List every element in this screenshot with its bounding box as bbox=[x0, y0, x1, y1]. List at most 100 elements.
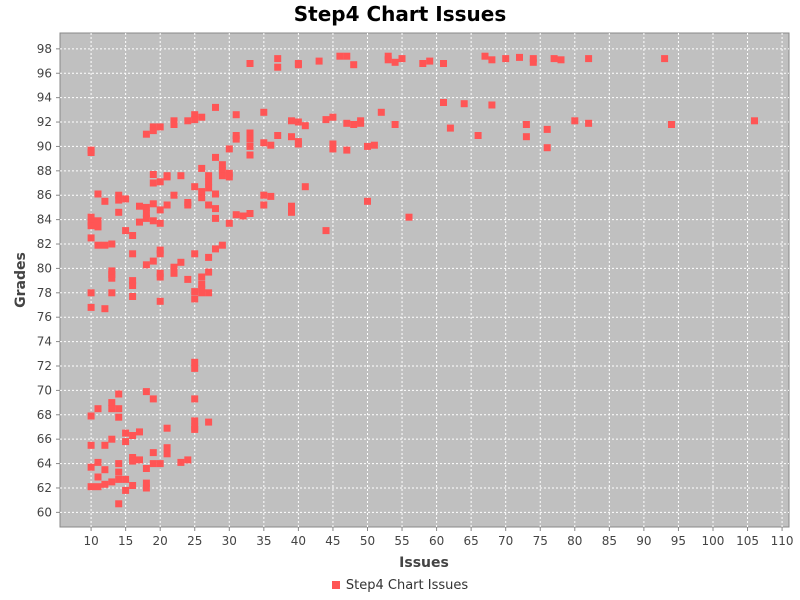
data-point bbox=[149, 257, 157, 265]
data-point bbox=[129, 457, 137, 465]
data-point bbox=[246, 135, 254, 143]
x-tick-label: 50 bbox=[360, 534, 375, 548]
data-point bbox=[364, 197, 371, 205]
data-point bbox=[661, 55, 669, 63]
data-point bbox=[108, 399, 116, 407]
data-point bbox=[142, 203, 150, 211]
data-point bbox=[205, 268, 213, 276]
x-tick-label: 100 bbox=[702, 534, 725, 548]
data-point bbox=[294, 140, 302, 148]
data-point bbox=[446, 124, 454, 132]
y-tick-label: 82 bbox=[37, 237, 52, 251]
data-point bbox=[585, 55, 593, 63]
y-tick-label: 86 bbox=[37, 188, 52, 202]
data-point bbox=[364, 142, 371, 150]
y-tick-label: 66 bbox=[37, 432, 52, 446]
data-point bbox=[101, 241, 109, 249]
data-point bbox=[142, 484, 150, 492]
data-point bbox=[94, 190, 102, 198]
data-point bbox=[516, 53, 523, 61]
data-point bbox=[87, 289, 95, 297]
data-point bbox=[260, 108, 268, 116]
data-point bbox=[267, 192, 275, 200]
data-point bbox=[239, 212, 247, 220]
data-point bbox=[246, 60, 254, 67]
data-point bbox=[149, 200, 157, 208]
data-point bbox=[212, 103, 219, 111]
data-point bbox=[384, 56, 392, 64]
data-point bbox=[218, 241, 226, 249]
y-tick-label: 64 bbox=[37, 457, 52, 471]
data-point bbox=[218, 172, 226, 180]
data-point bbox=[267, 141, 275, 149]
data-point bbox=[440, 60, 447, 67]
data-point bbox=[149, 171, 157, 178]
data-point bbox=[205, 178, 213, 186]
data-point bbox=[163, 173, 171, 181]
data-point bbox=[163, 424, 171, 432]
data-point bbox=[198, 188, 206, 196]
data-point bbox=[460, 100, 468, 108]
data-point bbox=[191, 295, 199, 303]
data-point bbox=[129, 482, 137, 489]
data-point bbox=[350, 61, 358, 69]
data-point bbox=[87, 149, 95, 156]
data-point bbox=[205, 418, 213, 426]
x-tick-label: 30 bbox=[222, 534, 237, 548]
data-point bbox=[301, 122, 309, 130]
data-point bbox=[191, 425, 199, 433]
data-point bbox=[142, 210, 150, 217]
data-point bbox=[322, 227, 330, 235]
x-tick-label: 25 bbox=[187, 534, 202, 548]
data-point bbox=[218, 161, 226, 169]
data-point bbox=[198, 194, 206, 202]
x-tick-label: 40 bbox=[291, 534, 306, 548]
data-point bbox=[94, 473, 102, 481]
data-point bbox=[115, 196, 123, 204]
x-tick-label: 90 bbox=[636, 534, 651, 548]
x-tick-label: 10 bbox=[83, 534, 98, 548]
data-point bbox=[543, 144, 551, 152]
data-point bbox=[232, 132, 240, 139]
data-point bbox=[260, 139, 268, 147]
data-point bbox=[343, 119, 351, 127]
data-point bbox=[426, 57, 434, 65]
data-point bbox=[288, 202, 295, 210]
data-point bbox=[370, 141, 378, 149]
data-point bbox=[149, 449, 157, 457]
data-point bbox=[129, 454, 137, 461]
data-point bbox=[391, 58, 399, 66]
data-point bbox=[205, 172, 213, 180]
y-tick-label: 60 bbox=[37, 505, 52, 519]
data-point bbox=[94, 223, 102, 231]
x-tick-label: 35 bbox=[256, 534, 271, 548]
data-point bbox=[94, 241, 102, 249]
data-point bbox=[142, 130, 150, 138]
data-point bbox=[94, 458, 102, 466]
data-point bbox=[108, 267, 116, 275]
data-point bbox=[156, 250, 164, 258]
data-point bbox=[232, 135, 240, 143]
data-point bbox=[212, 190, 219, 198]
data-point bbox=[156, 273, 164, 281]
legend-swatch bbox=[331, 580, 340, 589]
data-point bbox=[274, 55, 282, 63]
data-point bbox=[274, 132, 282, 139]
y-tick-label: 92 bbox=[37, 115, 52, 129]
chart-title: Step4 Chart Issues bbox=[293, 2, 507, 26]
data-point bbox=[232, 111, 240, 119]
data-point bbox=[274, 63, 282, 71]
data-point bbox=[115, 405, 123, 413]
data-point bbox=[198, 113, 206, 121]
data-point bbox=[163, 201, 171, 209]
data-point bbox=[377, 108, 385, 116]
data-point bbox=[142, 388, 150, 396]
data-point bbox=[529, 58, 537, 66]
y-tick-label: 88 bbox=[37, 164, 52, 178]
data-point bbox=[288, 133, 295, 141]
data-point bbox=[122, 486, 130, 494]
y-tick-label: 74 bbox=[37, 335, 52, 349]
data-point bbox=[440, 99, 447, 106]
data-point bbox=[184, 275, 192, 283]
data-point bbox=[488, 101, 496, 109]
